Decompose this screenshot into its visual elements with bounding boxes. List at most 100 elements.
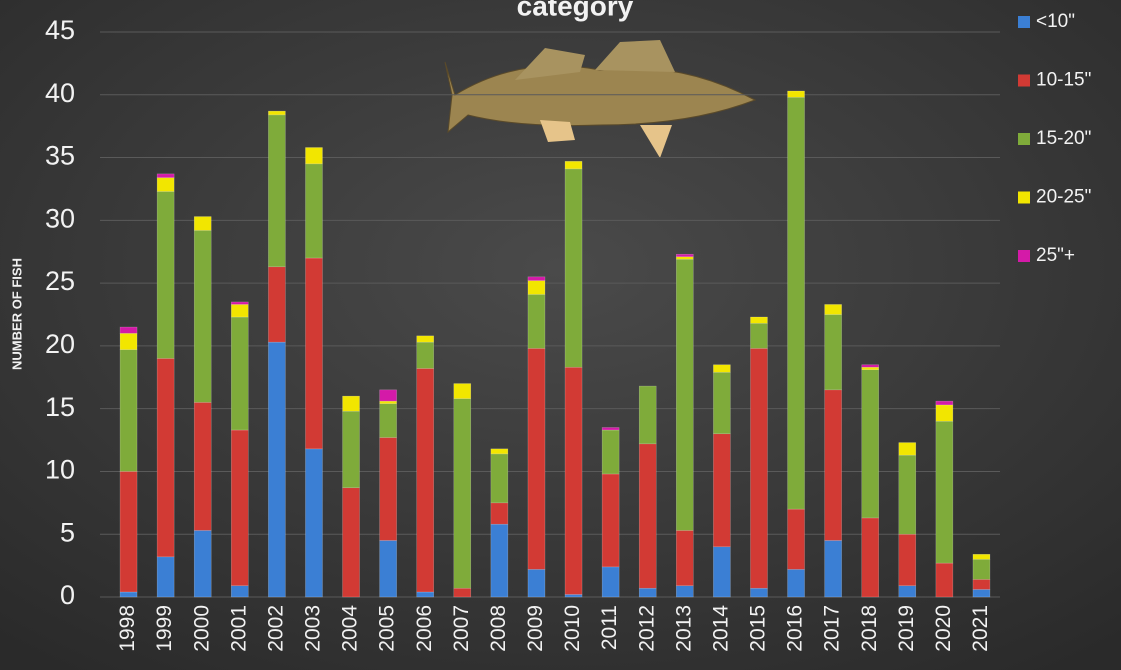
x-tick-label: 2021 xyxy=(969,605,992,652)
x-tick-label: 2017 xyxy=(821,605,844,652)
bar-segment xyxy=(194,530,211,597)
bar-segment xyxy=(788,91,805,97)
bar-segment xyxy=(565,161,582,169)
y-tick-label: 35 xyxy=(45,141,75,171)
bar-segment xyxy=(788,509,805,569)
bar-segment xyxy=(639,444,656,588)
bar-segment xyxy=(231,430,248,586)
bar-segment xyxy=(713,434,730,547)
bar-segment xyxy=(528,294,545,348)
bar-segment xyxy=(528,277,545,281)
bar-segment xyxy=(750,317,767,323)
bar-segment xyxy=(305,148,322,164)
y-tick-label: 30 xyxy=(45,203,75,233)
bar-segment xyxy=(713,372,730,434)
y-axis-label: NUMBER OF FISH xyxy=(9,258,24,370)
bar-segment xyxy=(528,348,545,569)
bar-segment xyxy=(676,586,693,597)
bar-segment xyxy=(825,315,842,390)
bar-segment xyxy=(862,365,879,368)
bar-segment xyxy=(602,430,619,474)
bar-segment xyxy=(268,267,285,342)
bar-segment xyxy=(936,563,953,597)
bar-segment xyxy=(639,588,656,597)
bar-segment xyxy=(676,254,693,257)
bar-segment xyxy=(750,588,767,597)
bar-segment xyxy=(973,554,990,559)
bar-segment xyxy=(305,164,322,258)
x-tick-label: 2014 xyxy=(709,605,732,652)
x-tick-label: 2002 xyxy=(264,605,287,652)
bar-segment xyxy=(491,449,508,454)
bar-segment xyxy=(825,390,842,541)
bar-segment xyxy=(825,304,842,314)
bar-segment xyxy=(157,178,174,192)
x-tick-label: 2013 xyxy=(672,605,695,652)
y-tick-label: 5 xyxy=(60,517,75,547)
bar-segment xyxy=(565,169,582,367)
bar-segment xyxy=(750,348,767,588)
bar-segment xyxy=(157,174,174,178)
bar-segment xyxy=(120,471,137,592)
bar-segment xyxy=(305,258,322,449)
chart: category NUMBER OF FISH 0510152025303540… xyxy=(0,0,1121,670)
bar-segment xyxy=(120,592,137,597)
y-tick-label: 20 xyxy=(45,329,75,359)
x-tick-label: 2007 xyxy=(450,605,473,652)
x-tick-label: 2015 xyxy=(747,605,770,652)
chart-title: category xyxy=(517,0,634,21)
legend-swatch xyxy=(1018,250,1030,262)
x-tick-label: 2016 xyxy=(784,605,807,652)
x-tick-label: 2004 xyxy=(339,605,362,652)
bar-segment xyxy=(194,217,211,231)
bar-segment xyxy=(268,111,285,115)
bar-segment xyxy=(491,454,508,503)
x-tick-label: 2011 xyxy=(598,605,621,650)
bar-segment xyxy=(157,557,174,597)
x-tick-label: 1999 xyxy=(153,605,176,652)
legend-label: <10" xyxy=(1036,11,1075,32)
legend-swatch xyxy=(1018,133,1030,145)
bar-segment xyxy=(639,386,656,444)
bar-segment xyxy=(305,449,322,597)
bar-segment xyxy=(380,438,397,541)
y-tick-label: 0 xyxy=(60,580,75,610)
bar-segment xyxy=(194,402,211,530)
bar-segment xyxy=(788,97,805,509)
legend-label: 15-20" xyxy=(1036,128,1091,149)
x-tick-label: 1998 xyxy=(116,605,139,652)
x-tick-label: 2018 xyxy=(858,605,881,652)
bar-segment xyxy=(973,559,990,579)
bar-segment xyxy=(973,579,990,589)
bar-segment xyxy=(268,115,285,267)
x-tick-label: 2012 xyxy=(635,605,658,652)
bar-segment xyxy=(936,405,953,421)
x-tick-label: 2003 xyxy=(302,605,325,652)
y-tick-label: 25 xyxy=(45,266,75,296)
y-tick-label: 10 xyxy=(45,455,75,485)
bar-segment xyxy=(862,370,879,518)
bar-segment xyxy=(676,259,693,530)
bar-segment xyxy=(936,401,953,405)
bar-segment xyxy=(825,541,842,598)
bar-segment xyxy=(417,342,434,368)
x-tick-label: 2005 xyxy=(376,605,399,652)
bar-segment xyxy=(231,317,248,430)
bar-segment xyxy=(343,396,360,411)
bar-segment xyxy=(528,569,545,597)
bar-segment xyxy=(899,455,916,534)
y-tick-label: 40 xyxy=(45,78,75,108)
legend-swatch xyxy=(1018,192,1030,204)
bar-segment xyxy=(676,257,693,260)
bar-segment xyxy=(676,530,693,585)
bar-segment xyxy=(862,367,879,370)
legend-label: 25"+ xyxy=(1036,245,1075,266)
bar-segment xyxy=(343,488,360,597)
bar-segment xyxy=(491,524,508,597)
bar-segment xyxy=(862,518,879,597)
bar-segment xyxy=(899,443,916,456)
bar-segment xyxy=(231,302,248,305)
x-tick-label: 2010 xyxy=(561,605,584,652)
x-tick-label: 2019 xyxy=(895,605,918,652)
bar-segment xyxy=(973,589,990,597)
